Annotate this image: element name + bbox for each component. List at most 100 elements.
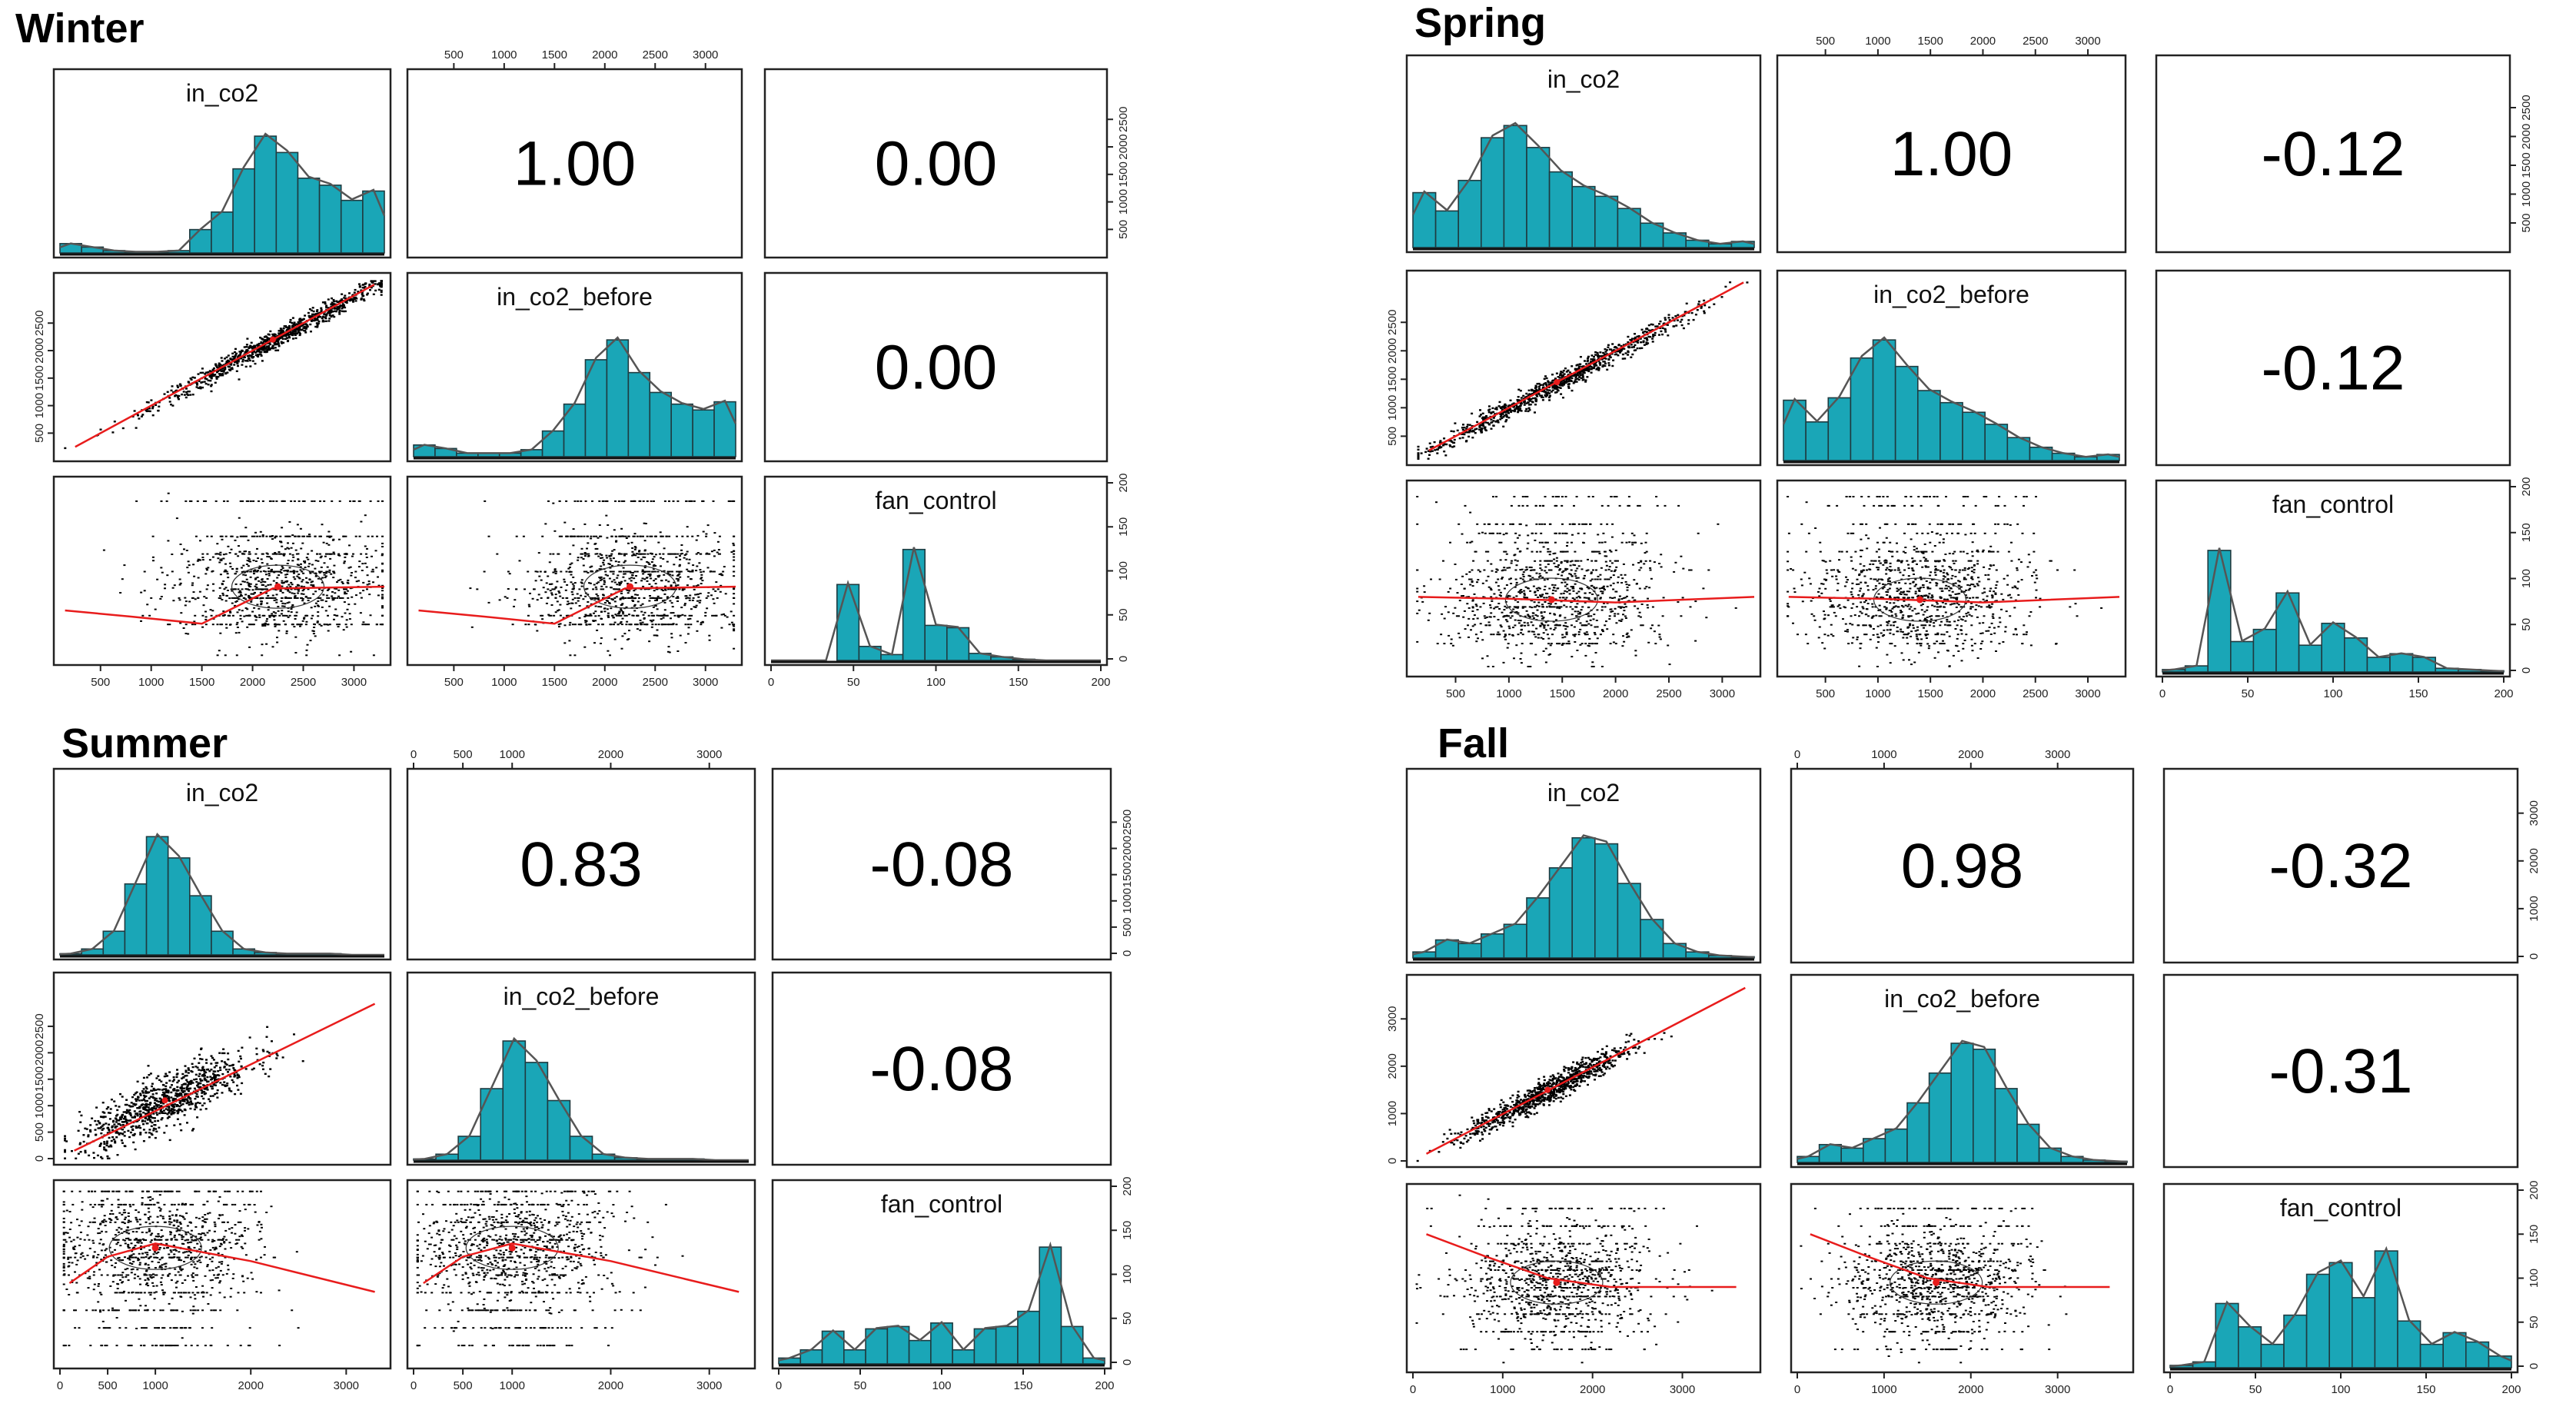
scatter-point <box>320 624 323 627</box>
histogram-bar <box>1917 390 1941 461</box>
scatter-point <box>1467 431 1471 434</box>
scatter-point <box>239 500 242 502</box>
scatter-point <box>1512 627 1514 629</box>
scatter-point <box>1533 601 1536 604</box>
scatter-point <box>630 597 633 599</box>
scatter-point <box>597 595 600 597</box>
scatter-point <box>1520 632 1522 634</box>
scatter-point <box>328 318 331 320</box>
scatter-point <box>1547 569 1551 571</box>
scatter-point <box>344 624 347 626</box>
density-curve <box>1782 336 2120 458</box>
scatter-point <box>626 589 629 591</box>
scatter-point <box>1544 375 1547 377</box>
density-curve <box>1411 121 1755 245</box>
scatter-point <box>361 624 364 626</box>
scatter-point <box>1708 306 1711 308</box>
scatter-point <box>660 624 663 626</box>
scatter-point <box>264 592 268 594</box>
scatter-point <box>603 580 606 582</box>
scatter-point <box>1620 350 1623 352</box>
scatter-point <box>1555 372 1558 374</box>
scatter-point <box>1505 584 1508 586</box>
scatter-point <box>1438 445 1441 447</box>
scatter-point <box>665 535 668 537</box>
scatter-point <box>258 500 260 502</box>
scatter-point <box>364 514 367 517</box>
scatter-point <box>285 326 288 328</box>
scatter-point <box>675 597 678 599</box>
scatter-point <box>1580 377 1583 379</box>
scatter-point <box>1574 573 1577 575</box>
scatter-point <box>300 547 303 550</box>
scatter-point <box>261 654 264 657</box>
scatter-point <box>242 570 245 573</box>
scatter-point <box>219 554 222 556</box>
scatter-point <box>197 373 200 375</box>
scatter-point <box>622 567 625 569</box>
scatter-point <box>363 299 366 302</box>
scatter-point <box>148 410 150 412</box>
scatter-point <box>620 608 623 610</box>
scatter-point <box>596 570 599 571</box>
scatter-point <box>1573 381 1576 384</box>
scatter-point <box>1666 324 1669 326</box>
scatter-point <box>545 582 548 584</box>
scatter-point <box>1559 383 1562 385</box>
scatter-point <box>704 614 707 617</box>
scatter-point <box>327 614 329 617</box>
scatter-point <box>369 614 372 617</box>
scatter-point <box>676 535 678 537</box>
scatter-point <box>733 565 736 567</box>
scatter-point <box>1499 624 1502 627</box>
scatter-point <box>600 565 603 567</box>
scatter-point <box>1564 550 1567 553</box>
scatter-point <box>1554 598 1557 600</box>
scatter-point <box>310 315 313 318</box>
scatter-point <box>274 349 278 351</box>
scatter-point <box>244 351 247 354</box>
scatter-point <box>592 620 595 622</box>
scatter-point <box>1673 570 1676 573</box>
scatter-point <box>527 624 530 626</box>
scatter-point <box>243 571 246 574</box>
scatter-point <box>623 614 627 617</box>
scatter-point <box>1566 560 1569 562</box>
scatter-point <box>603 564 605 566</box>
scatter-point <box>210 384 213 386</box>
y-tick-label: 500 <box>33 424 46 443</box>
scatter-point <box>197 577 200 579</box>
scatter-point <box>215 376 218 379</box>
scatter-point <box>307 535 311 537</box>
scatter-point <box>241 500 244 502</box>
scatter-point <box>690 578 693 580</box>
scatter-point <box>220 558 223 560</box>
scatter-point <box>623 633 627 635</box>
scatter-point <box>622 597 625 600</box>
scatter-point <box>663 614 666 617</box>
scatter-point <box>1541 624 1544 626</box>
scatter-point <box>311 580 314 583</box>
scatter-point <box>1634 333 1636 335</box>
scatter-point <box>306 643 309 646</box>
scatter-point <box>1520 397 1523 399</box>
scatter-point <box>621 596 624 598</box>
panel-frame <box>406 68 743 259</box>
scatter-point <box>1615 622 1618 624</box>
scatter-point <box>1596 578 1599 580</box>
scatter-point <box>1545 384 1547 386</box>
scatter-point <box>225 570 228 573</box>
scatter-point <box>552 502 555 504</box>
scatter-point <box>314 635 317 637</box>
scatter-point <box>730 610 733 613</box>
scatter-point <box>583 555 587 557</box>
scatter-point <box>1561 637 1564 639</box>
scatter-point <box>617 500 620 502</box>
scatter-point <box>1417 445 1420 448</box>
scatter-point <box>261 580 264 583</box>
scatter-point <box>231 358 234 361</box>
scatter-point <box>733 628 736 630</box>
scatter-point <box>1535 388 1538 391</box>
scatter-point <box>274 343 277 345</box>
scatter-point <box>1514 554 1517 556</box>
